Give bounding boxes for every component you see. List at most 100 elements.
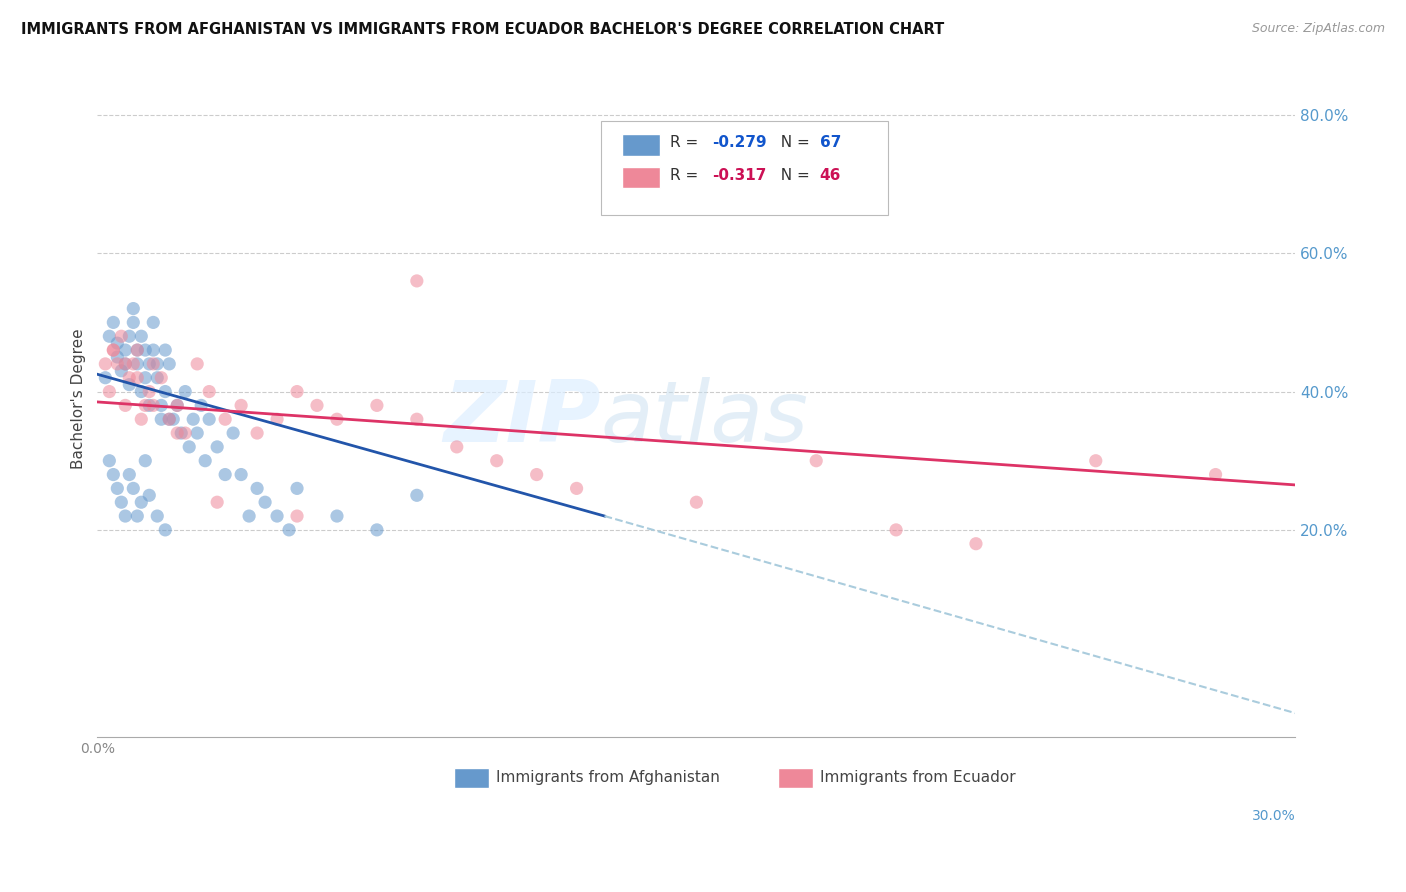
Text: Immigrants from Ecuador: Immigrants from Ecuador <box>820 770 1015 785</box>
Point <box>134 454 156 468</box>
Point <box>103 467 125 482</box>
Point <box>94 357 117 371</box>
Point <box>285 482 308 496</box>
Text: R =: R = <box>671 136 703 151</box>
Text: R =: R = <box>671 168 703 183</box>
Point <box>366 398 388 412</box>
Point <box>166 425 188 440</box>
Point <box>142 343 165 357</box>
Point <box>127 343 149 357</box>
Point <box>155 343 177 357</box>
Point <box>114 509 136 524</box>
Point <box>94 370 117 384</box>
Point <box>278 523 301 537</box>
Point <box>118 377 141 392</box>
Point <box>142 357 165 371</box>
Point <box>122 315 145 329</box>
Point <box>965 537 987 551</box>
Point <box>1084 454 1107 468</box>
Text: -0.317: -0.317 <box>711 168 766 183</box>
Text: IMMIGRANTS FROM AFGHANISTAN VS IMMIGRANTS FROM ECUADOR BACHELOR'S DEGREE CORRELA: IMMIGRANTS FROM AFGHANISTAN VS IMMIGRANT… <box>21 22 945 37</box>
Point <box>205 440 228 454</box>
Point <box>246 482 269 496</box>
Point <box>134 343 156 357</box>
Point <box>174 425 197 440</box>
FancyBboxPatch shape <box>621 134 661 156</box>
Point <box>157 412 180 426</box>
Point <box>222 425 245 440</box>
Point <box>205 495 228 509</box>
Point <box>103 315 125 329</box>
Point <box>155 384 177 399</box>
Point <box>155 523 177 537</box>
Text: -0.279: -0.279 <box>711 136 766 151</box>
Point <box>157 357 180 371</box>
Point <box>134 370 156 384</box>
Point <box>174 384 197 399</box>
Text: N =: N = <box>770 168 814 183</box>
Point <box>285 384 308 399</box>
Point <box>150 412 173 426</box>
Text: 67: 67 <box>820 136 841 151</box>
Point <box>129 412 152 426</box>
Point <box>565 482 588 496</box>
Point <box>98 329 121 343</box>
Point <box>142 315 165 329</box>
Point <box>229 398 252 412</box>
Point <box>122 357 145 371</box>
Point <box>446 440 468 454</box>
Point <box>134 398 156 412</box>
Point <box>118 467 141 482</box>
Point <box>103 343 125 357</box>
Point <box>285 509 308 524</box>
Point <box>118 329 141 343</box>
Point <box>884 523 907 537</box>
Point <box>685 495 707 509</box>
Text: 30.0%: 30.0% <box>1251 808 1295 822</box>
Point <box>129 495 152 509</box>
Point <box>138 488 160 502</box>
Point <box>122 301 145 316</box>
Point <box>366 523 388 537</box>
Point <box>114 357 136 371</box>
Point <box>179 440 201 454</box>
Point <box>606 149 628 163</box>
Text: Immigrants from Afghanistan: Immigrants from Afghanistan <box>496 770 720 785</box>
Point <box>105 357 128 371</box>
Point <box>266 509 288 524</box>
Point <box>186 357 208 371</box>
Point <box>238 509 260 524</box>
Point <box>146 370 169 384</box>
Point <box>526 467 548 482</box>
Text: N =: N = <box>770 136 814 151</box>
Point <box>118 370 141 384</box>
Point <box>326 509 349 524</box>
Point <box>146 509 169 524</box>
FancyBboxPatch shape <box>621 167 661 188</box>
Point <box>214 467 236 482</box>
Point <box>129 329 152 343</box>
Y-axis label: Bachelor's Degree: Bachelor's Degree <box>72 328 86 469</box>
Point <box>166 398 188 412</box>
Point <box>485 454 508 468</box>
Point <box>150 370 173 384</box>
Point <box>162 412 184 426</box>
Point <box>98 384 121 399</box>
Point <box>138 384 160 399</box>
Point <box>110 329 132 343</box>
Point <box>190 398 212 412</box>
Point <box>114 343 136 357</box>
Point <box>110 495 132 509</box>
FancyBboxPatch shape <box>778 768 813 788</box>
Point <box>405 488 427 502</box>
Point <box>170 425 193 440</box>
Point <box>266 412 288 426</box>
FancyBboxPatch shape <box>454 768 489 788</box>
Point <box>114 357 136 371</box>
Point <box>142 398 165 412</box>
Point <box>1205 467 1227 482</box>
Point <box>98 454 121 468</box>
Point <box>229 467 252 482</box>
Point <box>138 357 160 371</box>
Text: Source: ZipAtlas.com: Source: ZipAtlas.com <box>1251 22 1385 36</box>
